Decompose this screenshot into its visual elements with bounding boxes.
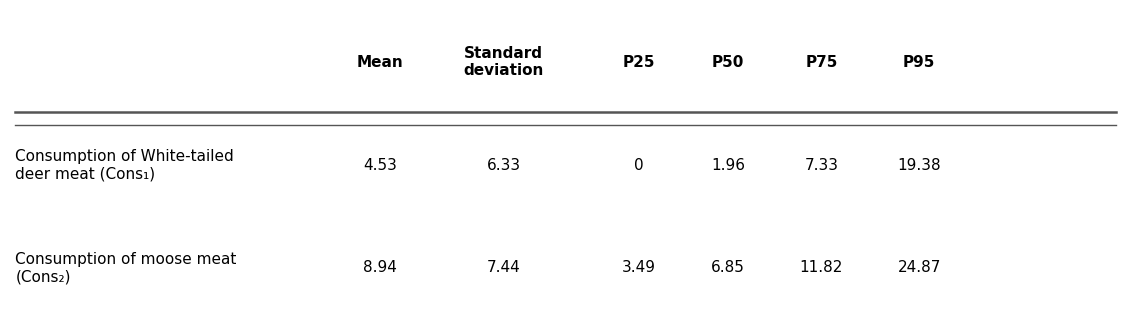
Text: 24.87: 24.87: [898, 260, 941, 276]
Text: Consumption of White-tailed
deer meat (Cons₁): Consumption of White-tailed deer meat (C…: [16, 149, 234, 181]
Text: 19.38: 19.38: [897, 157, 941, 173]
Text: 4.53: 4.53: [363, 157, 397, 173]
Text: P50: P50: [713, 54, 744, 70]
Text: P75: P75: [805, 54, 838, 70]
Text: 11.82: 11.82: [800, 260, 843, 276]
Text: P95: P95: [903, 54, 935, 70]
Text: 8.94: 8.94: [363, 260, 397, 276]
Text: 7.33: 7.33: [804, 157, 838, 173]
Text: Mean: Mean: [357, 54, 404, 70]
Text: 7.44: 7.44: [486, 260, 520, 276]
Text: 0: 0: [633, 157, 644, 173]
Text: 6.33: 6.33: [486, 157, 520, 173]
Text: P25: P25: [622, 54, 655, 70]
Text: 1.96: 1.96: [711, 157, 745, 173]
Text: 3.49: 3.49: [621, 260, 656, 276]
Text: Standard
deviation: Standard deviation: [464, 46, 544, 78]
Text: Consumption of moose meat
(Cons₂): Consumption of moose meat (Cons₂): [16, 252, 236, 284]
Text: 6.85: 6.85: [711, 260, 745, 276]
